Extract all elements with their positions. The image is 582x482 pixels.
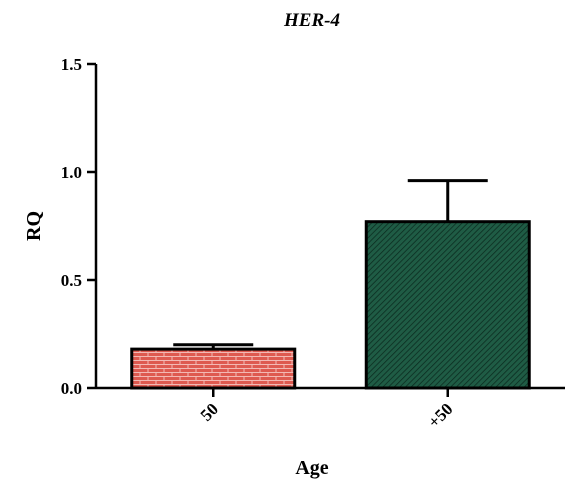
bars [130,179,531,390]
bar-1 [130,347,297,390]
y-tick-label: 1.0 [61,163,82,182]
x-tick-label: 50 [197,399,222,424]
y-tick-label: 0.5 [61,271,82,290]
x-axis-label: Age [295,457,328,479]
bar-2 [364,220,531,390]
x-tick-label: +50 [424,399,456,431]
y-axis: 0.0 0.5 1.0 1.5 [61,55,98,398]
x-axis: 50 +50 [96,386,565,432]
y-tick-label: 1.5 [61,55,82,74]
y-tick-label: 0.0 [61,379,82,398]
chart-title: HER-4 [283,10,340,31]
y-axis-label: RQ [23,211,45,241]
